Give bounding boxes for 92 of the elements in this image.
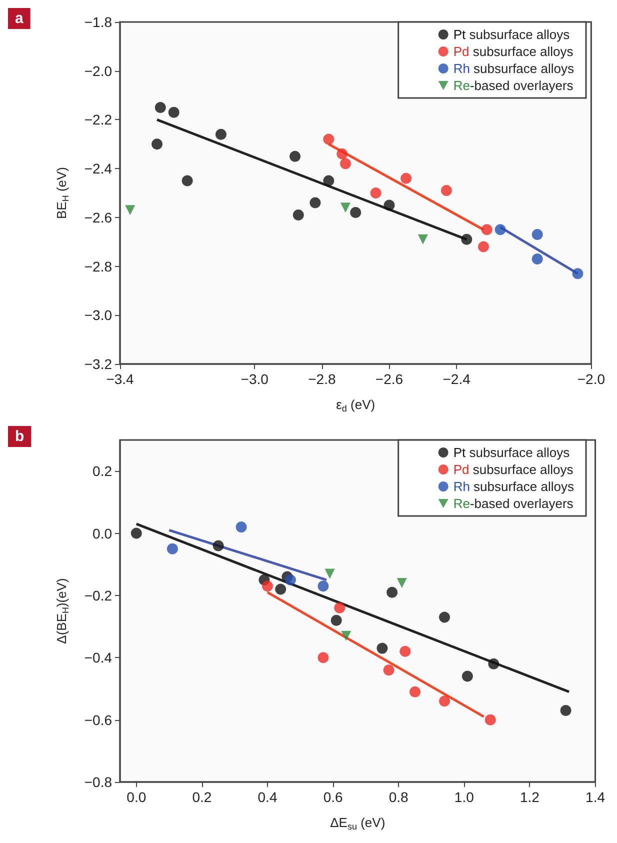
point	[130, 528, 142, 539]
point	[418, 234, 428, 244]
point	[383, 664, 394, 676]
chart-title: a	[15, 10, 24, 27]
x-tick-label: 1.0	[454, 789, 474, 805]
legend-label: Re-based overlayers	[453, 496, 574, 511]
y-tick-label: −0.2	[84, 587, 112, 604]
x-tick-label: −2.6	[375, 371, 404, 387]
point	[310, 197, 321, 208]
point	[484, 714, 496, 726]
y-tick-label: −2.4	[84, 160, 112, 177]
point	[330, 614, 342, 626]
point	[384, 200, 395, 211]
point	[396, 578, 407, 588]
y-tick-label: −2.2	[84, 112, 112, 128]
legend-label: Pt subsurface alloys	[453, 27, 570, 42]
x-tick-label: 0.8	[388, 789, 409, 805]
y-axis-title: BEH (eV)	[54, 166, 70, 220]
point	[284, 574, 296, 586]
point	[166, 543, 178, 554]
legend-label: Pd subsurface alloys	[453, 462, 574, 477]
y-tick-label: −2.0	[84, 62, 112, 79]
point	[336, 148, 348, 160]
y-tick-label: −3.2	[84, 356, 112, 372]
point	[318, 652, 329, 664]
point	[125, 205, 136, 216]
legend-label: Pd subsurface alloys	[453, 44, 574, 59]
point	[400, 172, 412, 184]
y-tick-label: −3.0	[84, 307, 112, 324]
point	[262, 580, 273, 592]
point	[532, 253, 543, 264]
point	[324, 568, 335, 579]
point	[572, 268, 584, 280]
point	[410, 686, 420, 698]
point	[400, 646, 411, 657]
point	[461, 234, 472, 245]
y-axis-title: Δ(BEH)(eV)	[54, 578, 70, 644]
point	[462, 670, 473, 682]
y-tick-label: −2.8	[84, 258, 112, 274]
point	[478, 241, 489, 252]
y-tick-label: 0.2	[92, 463, 112, 480]
y-tick-label: −0.8	[84, 774, 112, 790]
chart-title: b	[15, 428, 24, 445]
point	[275, 584, 286, 595]
x-tick-label: −2.4	[442, 371, 471, 387]
point	[494, 224, 506, 236]
legend-label: Rh subsurface alloys	[453, 479, 574, 494]
point	[350, 207, 362, 218]
point	[290, 150, 301, 162]
x-tick-label: 1.2	[520, 789, 540, 805]
x-tick-label: 0.2	[192, 789, 212, 805]
x-tick-label: 0.0	[126, 789, 146, 805]
point	[340, 158, 351, 170]
point	[323, 134, 334, 145]
point	[376, 642, 388, 654]
legend-label: Pt subsurface alloys	[453, 445, 570, 460]
point	[323, 175, 334, 186]
point	[318, 580, 329, 592]
x-tick-label: −2.8	[308, 371, 336, 387]
point	[370, 188, 382, 198]
point	[439, 696, 450, 707]
point	[341, 630, 352, 641]
x-tick-label: 0.6	[323, 789, 343, 805]
point	[182, 175, 193, 186]
point	[215, 128, 226, 140]
point	[154, 102, 166, 113]
point	[340, 202, 350, 213]
y-tick-label: −0.4	[84, 650, 112, 666]
point	[386, 586, 398, 598]
x-tick-label: −2.0	[577, 371, 606, 387]
legend-label: Rh subsurface alloys	[453, 61, 574, 76]
x-tick-label: −3.4	[106, 371, 134, 387]
point	[439, 612, 450, 623]
y-tick-label: 0.0	[92, 525, 112, 542]
point	[168, 106, 180, 118]
point	[152, 138, 163, 150]
point	[212, 540, 224, 552]
point	[440, 185, 452, 196]
y-tick-label: −0.6	[84, 712, 112, 728]
point	[560, 704, 572, 716]
legend-label: Re-based overlayers	[453, 78, 574, 93]
point	[236, 522, 247, 533]
point	[481, 224, 492, 236]
point	[334, 602, 346, 614]
x-tick-label: 1.4	[586, 789, 606, 805]
y-tick-label: −1.8	[84, 14, 112, 30]
y-tick-label: −2.6	[84, 209, 112, 226]
x-tick-label: 0.4	[258, 789, 278, 805]
point	[488, 658, 500, 670]
x-tick-label: −3.0	[240, 371, 269, 387]
point	[532, 229, 543, 240]
point	[292, 209, 304, 220]
